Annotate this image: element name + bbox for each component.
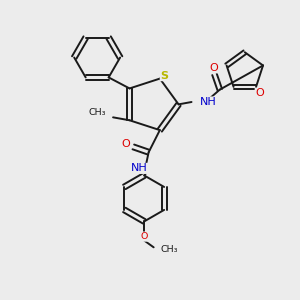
Text: O: O	[122, 139, 130, 149]
Text: NH: NH	[200, 97, 217, 107]
Text: O: O	[255, 88, 264, 98]
Text: S: S	[160, 71, 168, 81]
Text: CH₃: CH₃	[88, 108, 106, 117]
Text: O: O	[209, 63, 218, 73]
Text: NH: NH	[131, 164, 148, 173]
Text: CH₃: CH₃	[160, 245, 178, 254]
Text: O: O	[141, 232, 148, 241]
Text: S: S	[160, 71, 168, 81]
